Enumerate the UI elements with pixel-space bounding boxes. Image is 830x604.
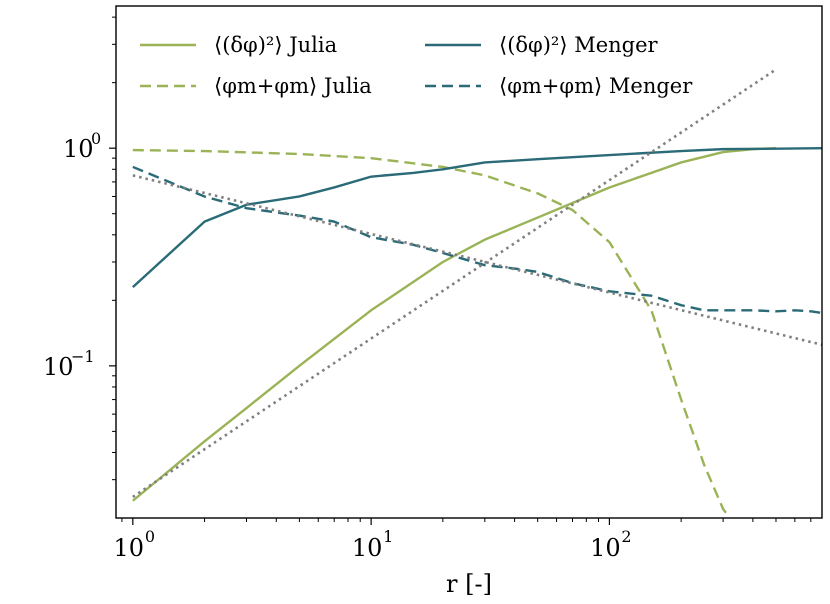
y-tick-label-1: 10	[63, 135, 94, 163]
x-tick-label-1: 10	[352, 534, 383, 562]
y-tick-label-0: 10	[43, 353, 74, 381]
x-tick-exponent-2: 2	[621, 527, 631, 546]
y-tick-exponent-1: 0	[91, 129, 101, 148]
x-tick-exponent-0: 0	[145, 527, 155, 546]
series-line-1	[132, 148, 731, 518]
series-line-3	[132, 165, 822, 315]
y-tick-exponent-0: −1	[71, 347, 95, 366]
legend-label-0: ⟨(δφ)²⟩ Julia	[214, 33, 337, 57]
legend-label-2: ⟨(δφ)²⟩ Menger	[499, 33, 659, 57]
series-line-4	[132, 68, 777, 498]
legend: ⟨(δφ)²⟩ Julia ⟨φm+φm⟩ Julia ⟨(δφ)²⟩ Menger…	[140, 33, 693, 98]
x-tick-label-2: 10	[590, 534, 621, 562]
legend-label-3: ⟨φm+φm⟩ Menger	[499, 74, 693, 98]
series-layer	[132, 68, 822, 518]
x-axis-title: r [-]	[446, 570, 492, 598]
series-line-5	[132, 174, 822, 347]
legend-label-1: ⟨φm+φm⟩ Julia	[214, 74, 372, 98]
x-tick-exponent-1: 1	[383, 527, 393, 546]
series-line-2	[132, 146, 822, 289]
series-line-0	[132, 146, 777, 502]
x-tick-label-0: 10	[114, 534, 145, 562]
